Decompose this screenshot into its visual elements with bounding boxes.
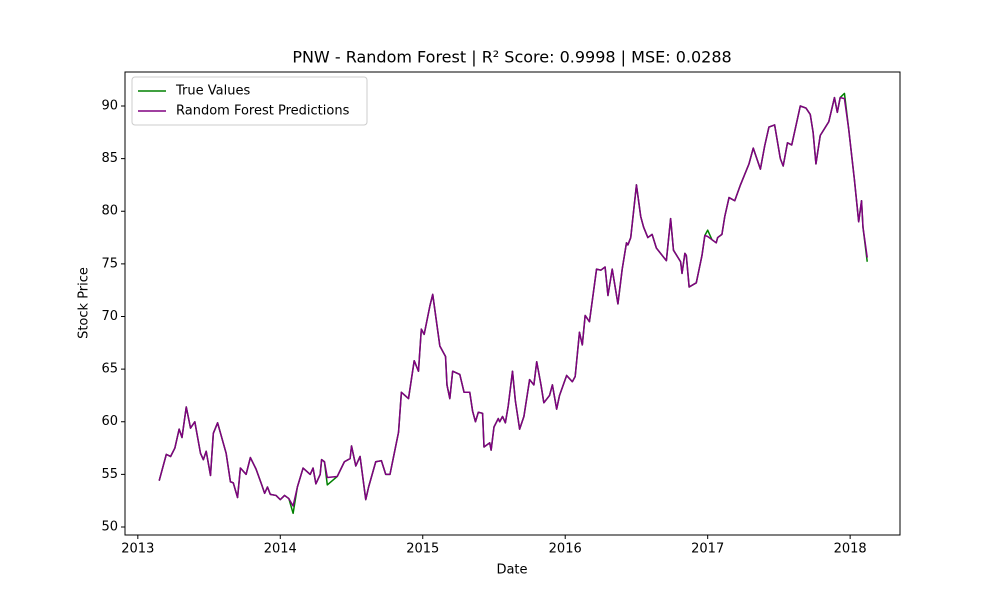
x-tick-label: 2018 bbox=[834, 542, 867, 557]
y-tick-label: 55 bbox=[101, 467, 118, 482]
x-tick-label: 2017 bbox=[691, 542, 724, 557]
chart-title: PNW - Random Forest | R² Score: 0.9998 |… bbox=[292, 48, 731, 67]
x-axis-label: Date bbox=[496, 563, 527, 578]
x-tick-label: 2014 bbox=[264, 542, 297, 557]
legend-box bbox=[131, 76, 368, 126]
series-line bbox=[158, 92, 868, 515]
legend-label: Random Forest Predictions bbox=[176, 104, 350, 119]
legend-label: True Values bbox=[175, 84, 250, 99]
plot-frame bbox=[124, 71, 901, 536]
x-tick-label: 2016 bbox=[549, 542, 582, 557]
y-tick-label: 80 bbox=[101, 204, 118, 219]
y-tick-label: 90 bbox=[101, 98, 118, 113]
y-tick-label: 50 bbox=[101, 520, 118, 535]
y-tick-label: 70 bbox=[101, 309, 118, 324]
x-tick-label: 2013 bbox=[121, 542, 154, 557]
y-tick-label: 75 bbox=[101, 256, 118, 271]
y-tick-label: 60 bbox=[101, 414, 118, 429]
series-line bbox=[158, 96, 868, 507]
y-tick-label: 65 bbox=[101, 362, 118, 377]
y-axis-label: Stock Price bbox=[77, 267, 92, 339]
x-tick-label: 2015 bbox=[406, 542, 439, 557]
y-tick-label: 85 bbox=[101, 151, 118, 166]
